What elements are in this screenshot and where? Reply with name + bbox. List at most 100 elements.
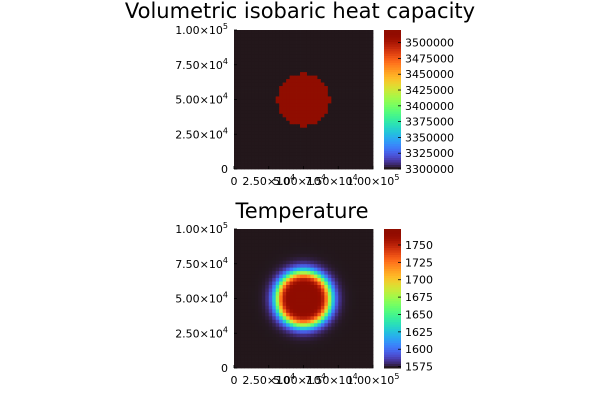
heatmap-cell: [345, 89, 350, 93]
heatmap-cell: [331, 82, 336, 87]
heatmap-cell: [334, 99, 339, 104]
heatmap-cell: [362, 319, 367, 324]
heatmap-cell: [261, 263, 266, 268]
heatmap-cell: [244, 30, 249, 34]
heatmap-cell: [234, 151, 238, 156]
heatmap-cell: [324, 89, 329, 93]
heatmap-cell: [293, 134, 297, 139]
heatmap-cell: [345, 277, 350, 282]
heatmap-cell: [310, 281, 315, 286]
heatmap-cell: [251, 40, 256, 45]
heatmap-cell: [355, 102, 360, 107]
heatmap-cell: [289, 120, 294, 125]
heatmap-cell: [320, 267, 325, 272]
heatmap-cell: [254, 36, 259, 41]
heatmap-cell: [279, 89, 284, 93]
heatmap-cell: [258, 109, 263, 114]
heatmap-cell: [254, 267, 259, 272]
heatmap-cell: [275, 364, 280, 369]
heatmap-cell: [310, 47, 315, 52]
heatmap-cell: [369, 326, 374, 331]
heatmap-cell: [352, 329, 357, 334]
heatmap-cell: [251, 130, 256, 135]
heatmap-cell: [286, 347, 291, 352]
heatmap-cell: [244, 134, 249, 139]
heatmap-cell: [334, 235, 339, 240]
heatmap-cell: [254, 148, 259, 153]
heatmap-cell: [324, 361, 329, 365]
heatmap-cell: [310, 343, 315, 348]
heatmap-cell: [317, 295, 322, 299]
heatmap-cell: [317, 99, 322, 104]
heatmap-cell: [258, 295, 263, 299]
heatmap-cell: [282, 277, 287, 282]
heatmap-cell: [369, 357, 374, 362]
heatmap-cell: [345, 71, 350, 76]
heatmap-cell: [275, 162, 280, 166]
heatmap-cell: [341, 343, 346, 348]
heatmap-cell: [247, 57, 252, 62]
heatmap-cell: [293, 30, 297, 34]
heatmap-cell: [359, 249, 363, 254]
heatmap-cell: [366, 162, 370, 166]
heatmap-cell: [355, 78, 360, 83]
heatmap-cell: [275, 75, 280, 80]
heatmap-cell: [366, 340, 370, 345]
heatmap-cell: [265, 127, 270, 132]
heatmap-cell: [289, 322, 294, 327]
heatmap-cell: [303, 155, 308, 159]
heatmap-cell: [265, 295, 270, 299]
heatmap-cell: [310, 109, 315, 114]
heatmap-cell: [261, 106, 266, 111]
heatmap-cell: [310, 263, 315, 268]
heatmap-cell: [352, 354, 357, 358]
heatmap-cell: [234, 96, 238, 100]
heatmap-cell: [324, 43, 329, 48]
colorbar-tick-label: 1650: [405, 308, 433, 321]
heatmap-cell: [348, 274, 353, 279]
heatmap-cell: [341, 242, 346, 247]
heatmap-cell: [300, 30, 304, 34]
heatmap-cell: [240, 270, 245, 275]
heatmap-cell: [258, 343, 263, 348]
heatmap-cell: [310, 267, 315, 272]
heatmap-cell: [366, 291, 370, 296]
heatmap-cell: [345, 361, 350, 365]
heatmap-cell: [366, 350, 370, 355]
heatmap-cell: [240, 130, 245, 135]
heatmap-cell: [244, 284, 249, 289]
heatmap-cell: [369, 50, 374, 55]
heatmap-cell: [268, 333, 273, 338]
heatmap-cell: [362, 130, 367, 135]
heatmap-cell: [254, 301, 259, 306]
heatmap-cell: [275, 277, 280, 282]
heatmap-cell: [359, 78, 363, 83]
heatmap-cell: [268, 312, 273, 317]
heatmap-cell: [247, 319, 252, 324]
heatmap-cell: [300, 82, 304, 87]
colorbar-segment: [384, 150, 401, 154]
heatmap-cell: [362, 281, 367, 286]
heatmap-cell: [289, 305, 294, 310]
heatmap-cell: [327, 148, 332, 153]
heatmap-cell: [359, 106, 363, 111]
heatmap-cell: [331, 322, 336, 327]
heatmap-cell: [296, 85, 301, 90]
heatmap-cell: [359, 336, 363, 341]
heatmap-cell: [282, 329, 287, 334]
heatmap-cell: [352, 148, 357, 153]
heatmap-cell: [240, 281, 245, 286]
heatmap-cell: [289, 357, 294, 362]
heatmap-cell: [247, 113, 252, 118]
heatmap-cell: [366, 144, 370, 149]
heatmap-cell: [341, 340, 346, 345]
colorbar-segment: [384, 282, 401, 286]
heatmap-cell: [306, 75, 311, 80]
heatmap-cell: [282, 85, 287, 90]
colorbar-segment: [384, 233, 401, 237]
heatmap-cell: [306, 130, 311, 135]
heatmap-cell: [234, 75, 238, 80]
heatmap-cell: [369, 75, 374, 80]
heatmap-cell: [366, 322, 370, 327]
heatmap-cell: [300, 155, 304, 159]
